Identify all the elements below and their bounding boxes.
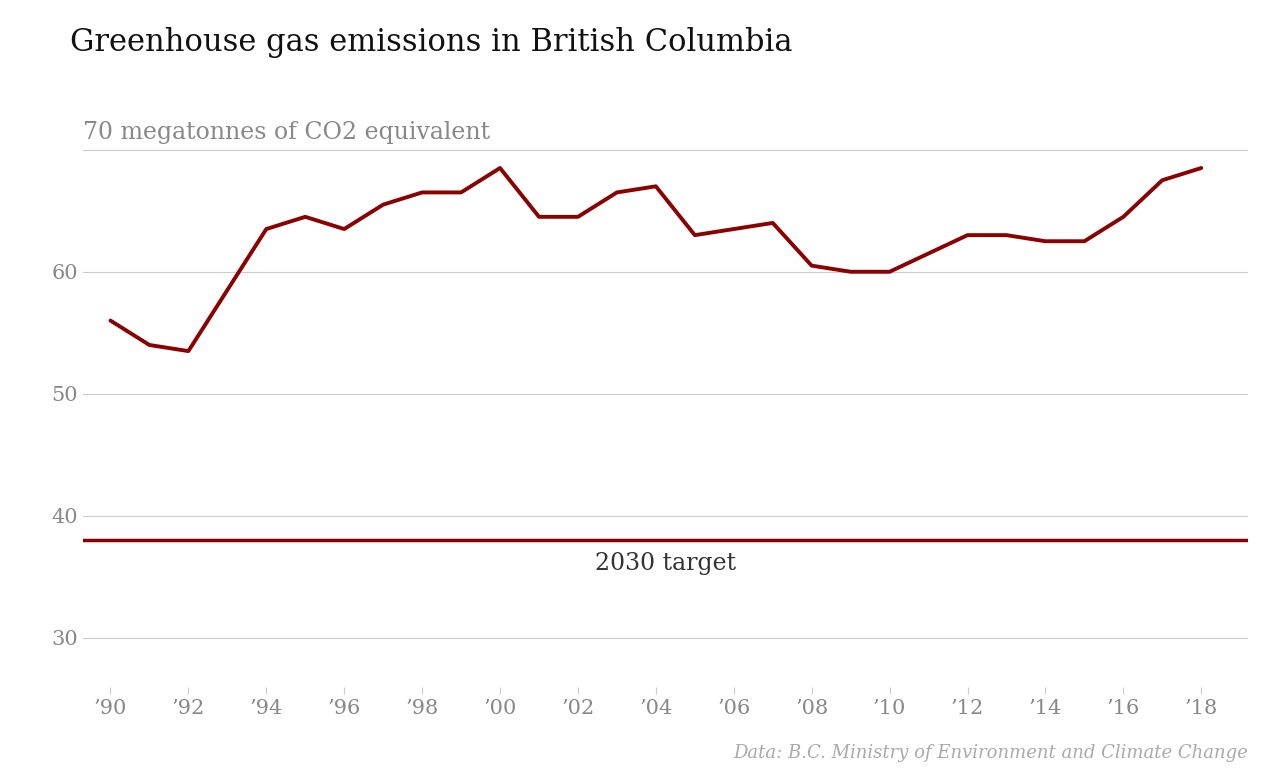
Text: Data: B.C. Ministry of Environment and Climate Change: Data: B.C. Ministry of Environment and C…: [733, 744, 1248, 762]
Text: 70 megatonnes of CO2 equivalent: 70 megatonnes of CO2 equivalent: [83, 120, 490, 144]
Text: Greenhouse gas emissions in British Columbia: Greenhouse gas emissions in British Colu…: [70, 27, 792, 58]
Text: 2030 target: 2030 target: [595, 553, 736, 576]
